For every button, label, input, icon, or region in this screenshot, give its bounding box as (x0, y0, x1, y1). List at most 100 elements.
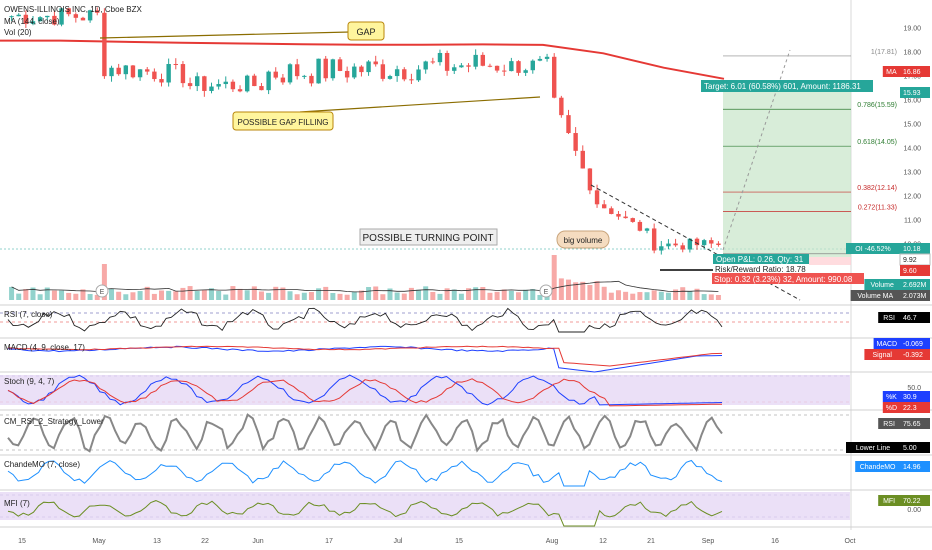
candle-body (202, 76, 207, 91)
volume-bar (316, 288, 322, 300)
tag-label: Volume (871, 282, 894, 289)
open-pnl-label: Open P&L: 0.26, Qty: 31 (713, 254, 809, 264)
candle-body (309, 75, 314, 84)
candle-body (530, 60, 535, 71)
volume-bar (501, 289, 507, 300)
candle-body (316, 58, 321, 84)
volume-bar (130, 292, 136, 300)
tag-value-box (900, 87, 930, 98)
candle-body (644, 228, 650, 231)
candle-body (623, 216, 628, 219)
volume-bar (694, 288, 700, 300)
candle-body (130, 65, 136, 78)
tag-value: 75.65 (903, 421, 921, 428)
candle-body (366, 61, 371, 73)
candle-body (673, 243, 678, 246)
price-tick: 16.00 (903, 97, 921, 104)
candle-body (195, 76, 200, 87)
earnings-marker-2[interactable]: E (539, 284, 553, 298)
candle-body (287, 64, 293, 83)
candle-body (651, 228, 657, 251)
gap-filling-callout[interactable]: POSSIBLE GAP FILLING (232, 111, 334, 131)
tag-label-box (878, 312, 900, 323)
earnings-letter: E (544, 289, 549, 296)
earnings-marker-1[interactable]: E (95, 284, 109, 298)
volume-bar (330, 292, 336, 300)
volume-bar (323, 286, 329, 300)
turning-point-callout[interactable]: POSSIBLE TURNING POINT (359, 228, 498, 246)
volume-bar (94, 294, 100, 300)
candle-body (209, 86, 214, 91)
candle-body (552, 56, 557, 98)
candle-body (402, 69, 407, 80)
volume-bar (644, 292, 650, 300)
volume-bar (266, 292, 272, 300)
candles (9, 7, 721, 255)
tag-label: Volume MA (857, 293, 893, 300)
fib-label: 0.272(11.33) (858, 204, 897, 211)
candle-body (152, 71, 157, 80)
tag-value-box (900, 66, 930, 77)
time-tick: 17 (325, 538, 333, 545)
gap-label: GAP (356, 27, 375, 37)
volume-bar (109, 288, 115, 300)
volume-bar (194, 291, 200, 300)
price-tick: 13.00 (903, 169, 921, 176)
pane-title: RSI (7, close) (4, 310, 53, 319)
volume-bar (9, 286, 15, 300)
volume-bars (9, 255, 721, 300)
volume-bar (508, 290, 514, 300)
tag-label: Signal (872, 352, 892, 359)
target-zone (723, 88, 851, 257)
tag-value: 70.22 (903, 498, 921, 505)
candle-body (666, 243, 671, 247)
volume-ma-line (11, 280, 719, 293)
big-volume-callout[interactable]: big volume (556, 230, 610, 249)
volume-bar (458, 293, 464, 300)
svg-text:Risk/Reward Ratio: 18.78: Risk/Reward Ratio: 18.78 (715, 265, 806, 274)
time-axis: 15 May 13 22 Jun 17 Jul 15 Aug 12 21 Sep 16 Oct (18, 538, 855, 545)
volume-bar (66, 292, 72, 300)
pane-title: CM_RSI_2_Strategy_Lower (4, 417, 104, 426)
candle-body (509, 61, 514, 72)
volume-bar (337, 293, 343, 300)
candle-body (259, 86, 264, 91)
fib-label: 0.786(15.59) (857, 102, 897, 109)
candle-body (594, 190, 600, 205)
candle-body (523, 70, 528, 73)
volume-bar (523, 289, 529, 300)
price-axis: 10.0011.0012.0013.0014.0015.0016.0017.00… (903, 25, 921, 248)
candle-body (559, 97, 564, 116)
volume-bar (87, 294, 93, 300)
volume-bar (244, 290, 250, 300)
candle-body (659, 246, 664, 251)
tag-label: %K (886, 394, 897, 401)
candle-body (102, 12, 107, 77)
time-tick: 16 (771, 538, 779, 545)
volume-bar (44, 287, 50, 300)
volume-bar (101, 264, 107, 300)
tag-label-box (878, 418, 900, 429)
tag-value: 16.86 (903, 69, 921, 76)
ma-line (0, 39, 725, 80)
candle-body (409, 79, 414, 81)
volume-bar (701, 294, 707, 300)
tag-value: 14.96 (903, 464, 921, 471)
tag-value: 30.9 (903, 394, 917, 401)
volume-bar (187, 286, 193, 300)
candle-body (573, 133, 578, 151)
candle-body (330, 59, 336, 79)
volume-bar (273, 286, 279, 300)
tag-label-box (850, 290, 900, 301)
volume-bar (444, 288, 450, 300)
tag-value: 9.60 (903, 268, 917, 275)
stoch-d-line (7, 378, 722, 407)
gap-callout[interactable]: GAP (347, 21, 385, 41)
risk-reward-label: Risk/Reward Ratio: 18.78 (713, 264, 809, 274)
candle-body (252, 75, 257, 87)
volume-bar (73, 293, 79, 300)
candle-body (444, 52, 450, 71)
tag-value-box (900, 349, 930, 360)
volume-bar (587, 285, 593, 300)
